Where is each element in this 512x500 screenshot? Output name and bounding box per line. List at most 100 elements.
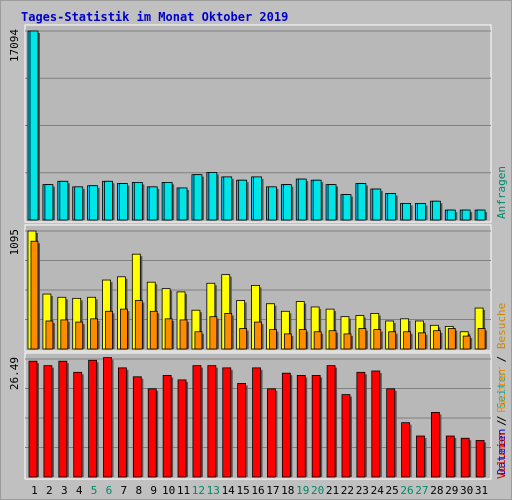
bar-volumen: [341, 394, 351, 478]
bar-volumen: [147, 388, 157, 478]
bar-dateien: [104, 180, 113, 221]
bar-besuche: [269, 329, 277, 350]
bar-volumen: [88, 359, 98, 478]
day-label: 21: [326, 484, 339, 497]
day-label: 24: [371, 484, 385, 497]
bar-besuche: [358, 328, 367, 350]
bar-besuche: [343, 333, 352, 350]
day-label: 16: [251, 484, 264, 497]
day-label: 1: [31, 484, 38, 497]
bar-volumen: [401, 422, 410, 478]
day-label: 23: [356, 484, 369, 497]
bar-dateien: [417, 203, 426, 221]
bar-besuche: [477, 328, 486, 350]
bar-volumen: [371, 370, 381, 478]
day-label: 19: [296, 484, 309, 497]
y-max-label-seiten: 1095: [8, 229, 21, 256]
day-label: 15: [236, 484, 249, 497]
bar-dateien: [223, 176, 233, 221]
bar-volumen: [43, 365, 53, 478]
bar-volumen: [386, 388, 396, 478]
day-label: 28: [430, 484, 443, 497]
day-label: 7: [121, 484, 128, 497]
bar-besuche: [75, 321, 84, 350]
bar-volumen: [311, 375, 321, 478]
day-label: 9: [150, 484, 157, 497]
bar-dateien: [148, 186, 158, 221]
bar-dateien: [312, 179, 322, 221]
day-label: 14: [222, 484, 236, 497]
bar-besuche: [328, 330, 337, 350]
bar-dateien: [402, 203, 411, 221]
bar-besuche: [164, 318, 173, 350]
legend-dateien-seiten-besuche-part: /: [495, 409, 508, 429]
bar-volumen: [237, 383, 247, 478]
bar-besuche: [45, 320, 54, 350]
bar-volumen: [252, 367, 261, 478]
legend-volumen-rechner: Volumen / Rechner: [495, 366, 508, 479]
bar-dateien: [29, 30, 39, 221]
day-label: 29: [445, 484, 458, 497]
bar-dateien: [193, 174, 203, 221]
legend-dateien-seiten-besuche-part: /: [495, 349, 508, 369]
day-label: 20: [311, 484, 324, 497]
bar-besuche: [418, 332, 426, 350]
bar-dateien: [431, 200, 441, 221]
bar-dateien: [133, 182, 143, 221]
bar-besuche: [254, 321, 262, 350]
legend-dateien-seiten-besuche-part: Besuche: [495, 303, 508, 349]
bar-besuche: [224, 313, 233, 350]
bar-dateien: [253, 176, 262, 221]
bar-volumen: [222, 367, 232, 478]
bar-besuche: [149, 310, 158, 350]
bar-volumen: [475, 440, 485, 478]
legend-dateien-seiten-besuche: Dateien / Seiten / Besuche: [495, 303, 508, 475]
legend-dateien-seiten-besuche-part: Seiten: [495, 369, 508, 409]
bar-besuche: [432, 330, 441, 350]
day-label: 30: [460, 484, 473, 497]
day-label: 17: [266, 484, 279, 497]
bar-dateien: [476, 209, 486, 221]
bar-dateien: [238, 179, 248, 221]
bar-besuche: [239, 328, 248, 350]
day-label: 8: [135, 484, 142, 497]
bar-besuche: [30, 240, 39, 350]
bar-besuche: [388, 331, 397, 350]
legend-anfragen: Anfragen: [495, 166, 508, 219]
day-label: 22: [341, 484, 354, 497]
bar-volumen: [132, 376, 142, 478]
bar-dateien: [59, 180, 69, 221]
day-label: 27: [415, 484, 428, 497]
bar-dateien: [342, 194, 352, 221]
day-label: 10: [162, 484, 175, 497]
bar-besuche: [373, 329, 382, 350]
bar-besuche: [447, 328, 456, 350]
bar-volumen: [207, 365, 217, 478]
bar-dateien: [163, 182, 173, 221]
day-label: 26: [400, 484, 413, 497]
legend-volumen-rechner-part: Rechner: [495, 366, 508, 413]
bar-volumen: [326, 365, 336, 478]
bar-volumen: [416, 435, 425, 478]
bar-dateien: [327, 184, 337, 221]
y-max-label-anfragen: 17094: [8, 29, 21, 62]
bar-dateien: [282, 184, 292, 221]
bar-dateien: [74, 186, 84, 221]
bar-volumen: [430, 412, 440, 478]
bar-volumen: [73, 371, 83, 478]
chart-title: Tages-Statistik im Monat Oktober 2019: [21, 10, 289, 24]
bar-volumen: [28, 360, 38, 478]
bar-volumen: [267, 388, 276, 478]
bar-besuche: [105, 310, 113, 350]
bar-volumen: [177, 379, 187, 478]
bar-volumen: [118, 367, 127, 478]
bar-dateien: [387, 193, 397, 221]
bar-dateien: [357, 183, 367, 221]
day-label: 18: [281, 484, 294, 497]
bar-volumen: [192, 365, 202, 478]
bar-dateien: [119, 183, 128, 221]
day-label: 2: [46, 484, 53, 497]
day-label: 3: [61, 484, 68, 497]
